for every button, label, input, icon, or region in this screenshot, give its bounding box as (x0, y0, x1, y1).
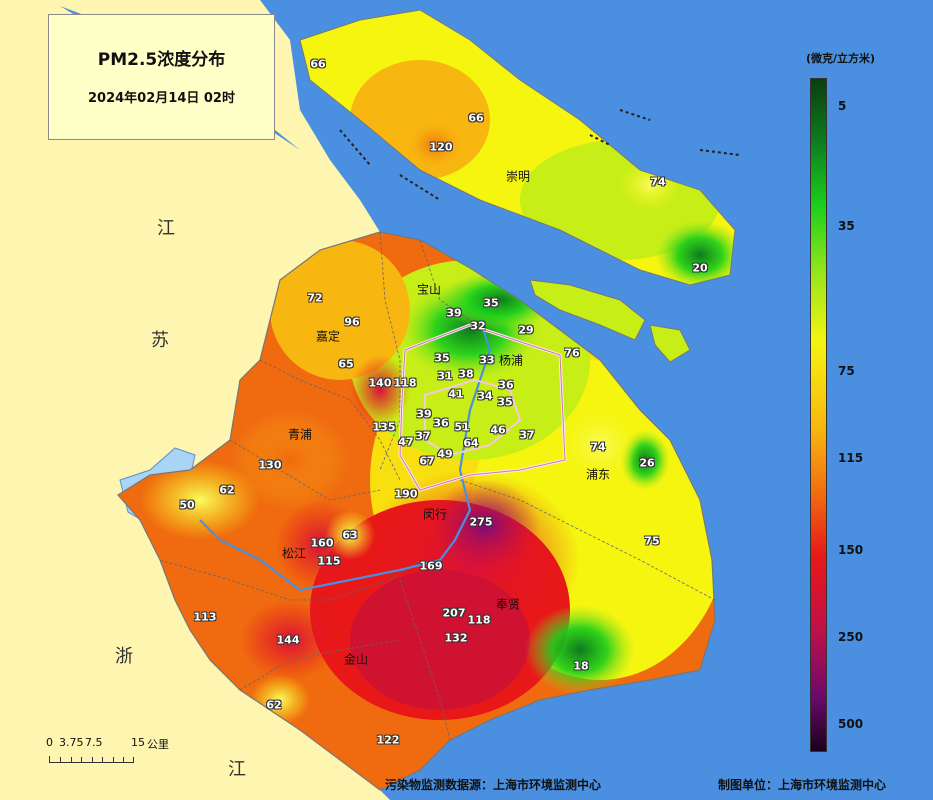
scale-label: 7.5 (85, 736, 103, 749)
shanghai-coast (117, 231, 716, 791)
station-value: 26 (639, 456, 655, 470)
district-label: 宝山 (416, 282, 442, 297)
station-value: 35 (497, 395, 513, 409)
district-label: 金山 (343, 652, 369, 667)
station-value: 20 (692, 261, 708, 275)
station-value: 50 (179, 498, 195, 512)
station-value: 47 (398, 435, 414, 449)
station-value: 66 (310, 57, 326, 71)
station-value: 35 (434, 351, 450, 365)
district-label: 浦东 (585, 467, 611, 482)
station-value: 39 (416, 407, 432, 421)
station-value: 33 (479, 353, 495, 367)
data-source: 污染物监测数据源：上海市环境监测中心 (385, 778, 602, 792)
inner-ring-road (424, 378, 522, 457)
station-value: 46 (490, 423, 506, 437)
district-label: 嘉定 (315, 329, 341, 344)
huangpu-river (199, 319, 492, 592)
station-value: 169 (419, 559, 443, 573)
station-value: 132 (444, 631, 468, 645)
station-value: 66 (468, 111, 484, 125)
station-value: 160 (310, 536, 334, 550)
legend-tick: 500 (838, 717, 864, 731)
station-value: 36 (498, 378, 514, 392)
station-value: 65 (338, 357, 354, 371)
legend-tick: 250 (838, 630, 864, 644)
station-value: 74 (590, 440, 606, 454)
title-box: PM2.5浓度分布 2024年02月14日 02时 (48, 14, 275, 140)
province-label: 江 (228, 759, 246, 780)
map-maker: 制图单位：上海市环境监测中心 (718, 778, 887, 792)
station-value: 118 (393, 376, 417, 390)
station-value: 122 (376, 733, 400, 747)
legend-tick: 35 (838, 219, 855, 233)
changxing-island (529, 279, 646, 341)
outer-ring-road-line (399, 324, 566, 491)
legend-tick: 75 (838, 364, 855, 378)
station-value: 29 (518, 323, 534, 337)
station-value: 35 (483, 296, 499, 310)
station-value: 74 (650, 175, 666, 189)
station-value: 72 (307, 291, 323, 305)
station-value: 76 (564, 346, 580, 360)
station-value: 67 (419, 454, 435, 468)
district-label: 杨浦 (498, 353, 524, 368)
province-label: 江 (157, 218, 175, 239)
scale-label: 3.75 (59, 736, 84, 749)
legend-unit: (微克/立方米) (806, 52, 876, 65)
station-value: 96 (344, 315, 360, 329)
station-value: 36 (433, 416, 449, 430)
district-label: 松江 (281, 546, 307, 561)
legend-tick: 115 (838, 451, 864, 465)
map-datetime: 2024年02月14日 02时 (88, 91, 235, 106)
scale-label: 15 (131, 736, 145, 749)
station-value: 75 (644, 534, 660, 548)
station-value: 41 (448, 387, 464, 401)
station-value: 37 (415, 429, 431, 443)
scale-ruler (49, 756, 134, 763)
legend-tick: 150 (838, 543, 864, 557)
land-outside (0, 0, 390, 800)
chongming-coast (299, 9, 736, 286)
district-label: 奉贤 (495, 597, 521, 612)
station-value: 207 (442, 606, 466, 620)
station-value: 130 (258, 458, 282, 472)
legend-tick: 5 (838, 99, 847, 113)
station-value: 144 (276, 633, 300, 647)
station-value: 39 (446, 306, 462, 320)
station-value: 18 (573, 659, 589, 673)
hengsha-island (649, 324, 691, 363)
station-value: 113 (193, 610, 217, 624)
station-value: 49 (437, 447, 453, 461)
scale-label: 公里 (147, 738, 169, 751)
station-value: 63 (342, 528, 358, 542)
station-value: 275 (469, 515, 493, 529)
legend-color-bar (810, 78, 827, 752)
scale-bar: 0 3.75 7.5 15 公里 (46, 736, 196, 766)
station-value: 140 (368, 376, 392, 390)
district-label: 闵行 (422, 507, 448, 522)
station-value: 38 (458, 367, 474, 381)
station-value: 32 (470, 319, 486, 333)
station-value: 51 (454, 420, 470, 434)
station-value: 115 (317, 554, 341, 568)
station-value: 190 (394, 487, 418, 501)
station-value: 135 (372, 420, 396, 434)
station-value: 34 (477, 389, 493, 403)
station-value: 31 (437, 369, 453, 383)
district-label: 青浦 (287, 427, 313, 442)
station-value: 118 (467, 613, 491, 627)
station-value: 37 (519, 428, 535, 442)
province-label: 苏 (151, 330, 169, 351)
station-value: 64 (463, 436, 479, 450)
station-value: 62 (266, 698, 282, 712)
station-value: 120 (429, 140, 453, 154)
district-label: 崇明 (505, 169, 531, 184)
scale-label: 0 (46, 736, 53, 749)
province-label: 浙 (115, 646, 133, 667)
map-title: PM2.5浓度分布 (97, 50, 226, 70)
station-value: 62 (219, 483, 235, 497)
